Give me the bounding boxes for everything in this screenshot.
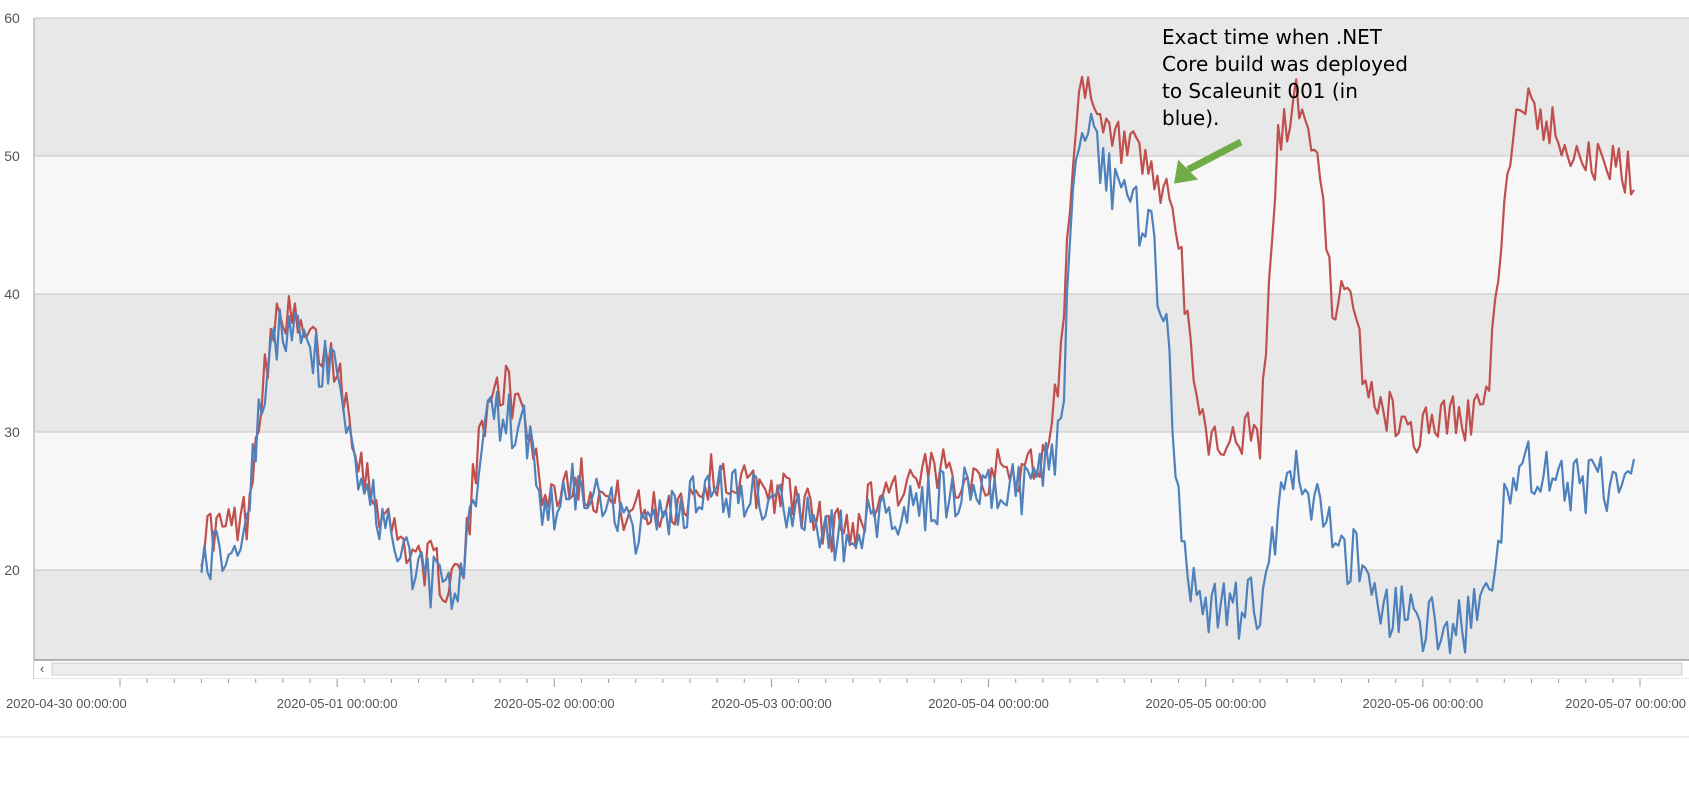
- y-tick-label: 20: [4, 562, 20, 578]
- x-tick-label: 2020-05-01 00:00:00: [277, 696, 398, 711]
- annotation-text: Core build was deployed: [1162, 52, 1408, 76]
- x-tick-label: 2020-04-30 00:00:00: [6, 696, 127, 711]
- y-tick-label: 40: [4, 286, 20, 302]
- y-tick-label: 50: [4, 148, 20, 164]
- series-line-1: [200, 112, 1636, 655]
- plot-band: [34, 294, 1689, 432]
- scroll-left-arrow: ‹: [40, 661, 44, 676]
- plot-band: [34, 432, 1689, 570]
- annotation-arrow-head: [1174, 159, 1199, 184]
- x-tick-label: 2020-05-02 00:00:00: [494, 696, 615, 711]
- plot-band: [34, 18, 1689, 156]
- x-tick-label: 2020-05-07 00:00:00: [1565, 696, 1686, 711]
- plot-band: [34, 156, 1689, 294]
- scrollbar-thumb: [51, 662, 1683, 676]
- annotation-text: Exact time when .NET: [1162, 25, 1383, 49]
- x-axis-area: [0, 679, 1689, 719]
- x-tick-label: 2020-05-06 00:00:00: [1362, 696, 1483, 711]
- x-tick-label: 2020-05-04 00:00:00: [928, 696, 1049, 711]
- series-line-0: [200, 75, 1635, 604]
- annotation-arrow-shaft: [1186, 138, 1243, 173]
- annotation-text: blue).: [1162, 106, 1219, 130]
- y-tick-label: 60: [4, 10, 20, 26]
- x-tick-label: 2020-05-05 00:00:00: [1145, 696, 1266, 711]
- x-tick-label: 2020-05-03 00:00:00: [711, 696, 832, 711]
- annotation-text: to Scaleunit 001 (in: [1162, 79, 1358, 103]
- y-tick-label: 30: [4, 424, 20, 440]
